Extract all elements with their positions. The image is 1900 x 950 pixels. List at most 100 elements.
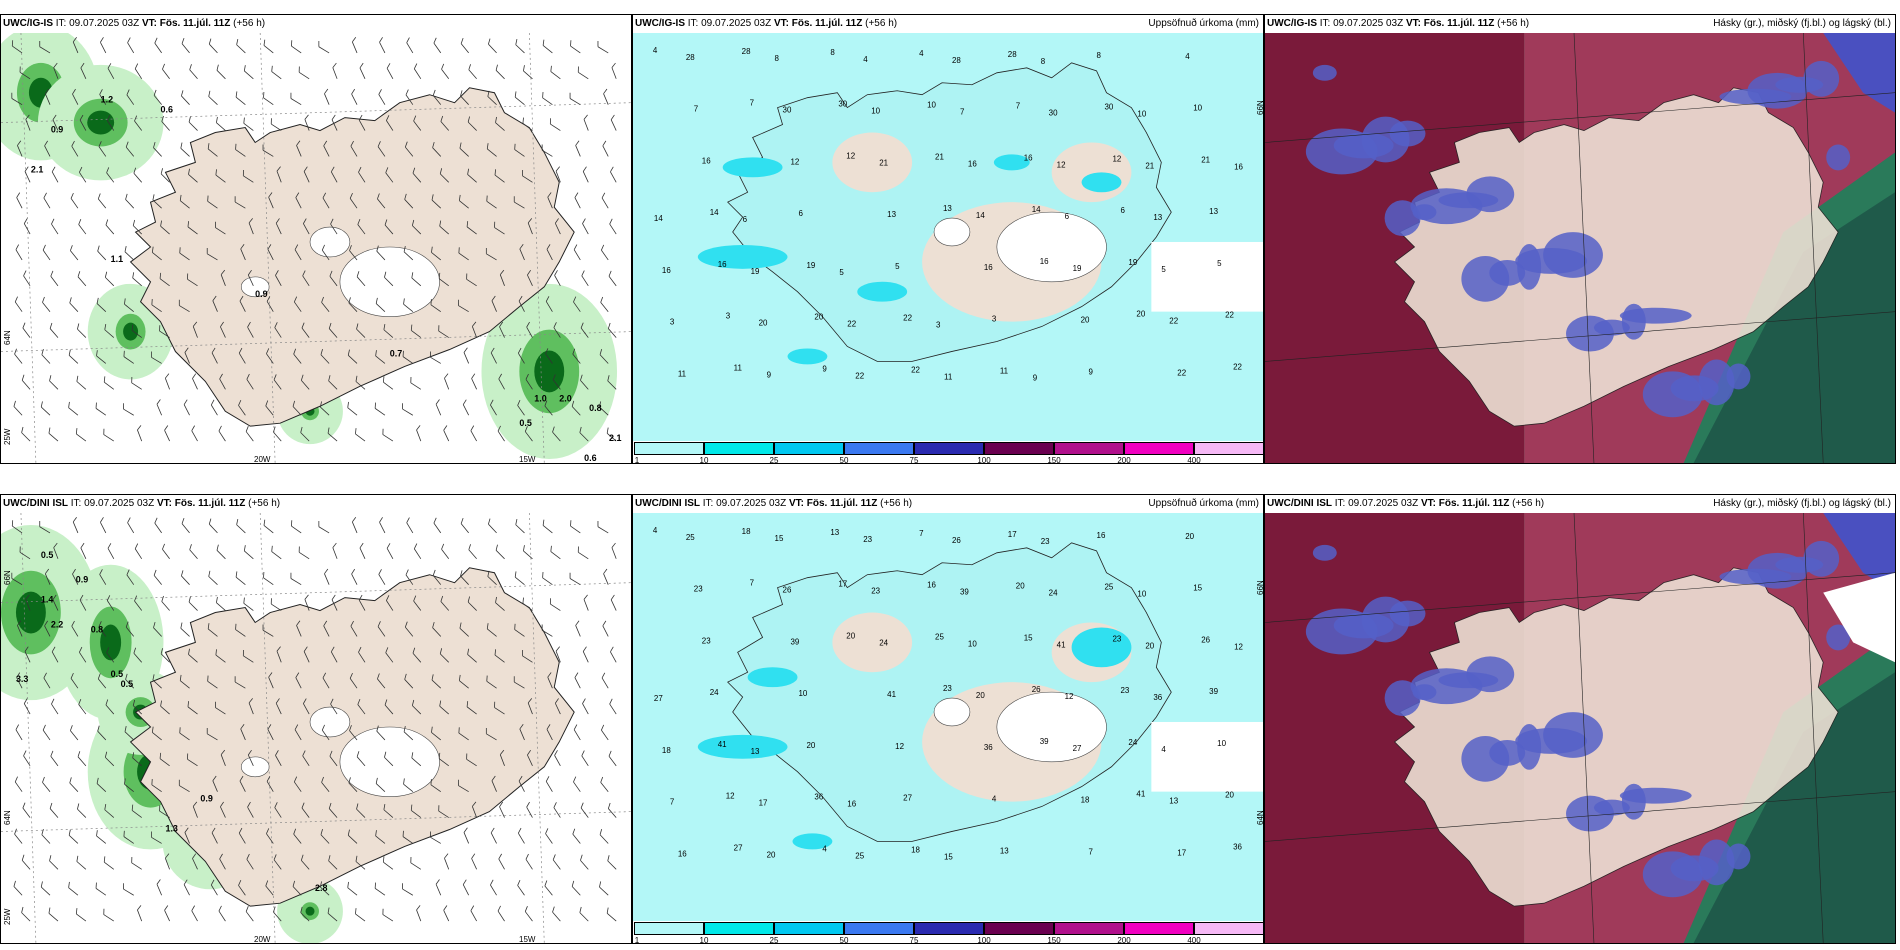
svg-text:4: 4 — [1161, 745, 1166, 754]
svg-text:27: 27 — [734, 843, 743, 852]
svg-text:41: 41 — [718, 740, 727, 749]
svg-text:10: 10 — [1193, 104, 1202, 113]
svg-text:25: 25 — [1105, 583, 1114, 592]
svg-text:26: 26 — [952, 536, 961, 545]
colorbar-swatch — [1194, 442, 1263, 455]
svg-text:25: 25 — [855, 851, 864, 860]
svg-text:7: 7 — [694, 105, 699, 114]
svg-text:15: 15 — [944, 852, 953, 861]
colorbar-swatch — [1054, 442, 1124, 455]
svg-text:10: 10 — [1137, 110, 1146, 119]
svg-text:7: 7 — [919, 529, 924, 538]
svg-text:23: 23 — [1041, 537, 1050, 546]
svg-text:13: 13 — [1000, 846, 1009, 855]
svg-text:14: 14 — [1032, 205, 1041, 214]
svg-text:1.0: 1.0 — [534, 393, 546, 403]
colorbar-tick: 400 — [1187, 456, 1201, 464]
lon-label: 25W — [3, 428, 12, 445]
svg-text:14: 14 — [976, 211, 985, 220]
svg-text:18: 18 — [1081, 796, 1090, 805]
lon-label: 20W — [254, 455, 271, 464]
colorbar-swatch — [704, 442, 774, 455]
svg-text:4: 4 — [653, 526, 658, 535]
svg-text:19: 19 — [1073, 264, 1082, 273]
svg-text:14: 14 — [710, 208, 719, 217]
svg-text:12: 12 — [791, 157, 800, 166]
svg-text:3: 3 — [726, 312, 731, 321]
svg-text:28: 28 — [686, 53, 695, 62]
colorbar-swatch — [634, 442, 704, 455]
svg-text:12: 12 — [1065, 692, 1074, 701]
svg-text:6: 6 — [798, 209, 803, 218]
svg-text:7: 7 — [1016, 102, 1021, 111]
svg-text:23: 23 — [702, 636, 711, 645]
panel-cloud-bottom: UWC/DINI ISL IT: 09.07.2025 03Z VT: Fös.… — [1264, 494, 1896, 944]
svg-text:1.2: 1.2 — [101, 95, 113, 105]
svg-text:28: 28 — [952, 56, 961, 65]
svg-text:39: 39 — [791, 637, 800, 646]
svg-text:25: 25 — [935, 632, 944, 641]
svg-text:4: 4 — [863, 55, 868, 64]
svg-text:19: 19 — [751, 267, 760, 276]
svg-text:8: 8 — [830, 48, 835, 57]
svg-text:16: 16 — [847, 800, 856, 809]
svg-text:41: 41 — [1136, 790, 1145, 799]
svg-text:12: 12 — [1234, 642, 1243, 651]
svg-text:28: 28 — [1008, 50, 1017, 59]
lat-label: 66N — [3, 570, 12, 585]
panel-cloud-top: UWC/IG-IS IT: 09.07.2025 03Z VT: Fös. 11… — [1264, 14, 1896, 464]
svg-text:15: 15 — [1193, 584, 1202, 593]
panel-title: UWC/DINI ISL IT: 09.07.2025 03Z VT: Fös.… — [635, 498, 1259, 509]
svg-text:17: 17 — [838, 580, 847, 589]
svg-text:11: 11 — [944, 372, 953, 381]
svg-text:39: 39 — [960, 588, 969, 597]
svg-text:17: 17 — [759, 799, 768, 808]
svg-text:9: 9 — [767, 370, 772, 379]
svg-text:10: 10 — [1217, 739, 1226, 748]
svg-text:0.5: 0.5 — [111, 669, 123, 679]
colorbar-swatch — [1194, 922, 1263, 935]
svg-text:22: 22 — [1169, 317, 1178, 326]
svg-text:6: 6 — [1065, 212, 1070, 221]
svg-text:11: 11 — [678, 369, 687, 378]
precip-map: 4 7 20 23 39 41 36 18 17 25 26 24 20 27 13 16 15 23 10 12 4 7… — [633, 513, 1263, 921]
panel-precip-bottom: UWC/DINI ISL IT: 09.07.2025 03Z VT: Fös.… — [632, 494, 1264, 944]
svg-text:7: 7 — [750, 579, 755, 588]
colorbar-tick: 25 — [769, 456, 779, 464]
svg-text:8: 8 — [1041, 57, 1046, 66]
precip-colorbar: 1 10 25 50 75 100 150 200 400 — [633, 921, 1263, 943]
lon-label: 15W — [519, 455, 536, 464]
svg-text:21: 21 — [1201, 155, 1210, 164]
svg-text:0.9: 0.9 — [51, 125, 63, 135]
colorbar-tick: 25 — [769, 936, 779, 944]
colorbar-swatch — [1054, 922, 1124, 935]
lat-label: 64N — [3, 330, 12, 345]
colorbar-swatch — [984, 922, 1054, 935]
panel-title: UWC/DINI ISL IT: 09.07.2025 03Z VT: Fös.… — [1267, 498, 1891, 509]
svg-text:16: 16 — [1234, 162, 1243, 171]
colorbar-swatch — [914, 922, 984, 935]
svg-text:12: 12 — [846, 151, 855, 160]
colorbar-swatch — [774, 922, 844, 935]
svg-text:7: 7 — [750, 99, 755, 108]
lon-label: 25W — [3, 908, 12, 925]
svg-text:21: 21 — [935, 152, 944, 161]
svg-text:16: 16 — [1024, 153, 1033, 162]
svg-text:13: 13 — [830, 528, 839, 537]
colorbar-swatch — [1124, 442, 1194, 455]
svg-text:22: 22 — [911, 365, 920, 374]
svg-text:41: 41 — [887, 690, 896, 699]
svg-text:20: 20 — [1136, 310, 1145, 319]
colorbar-swatch — [1124, 922, 1194, 935]
svg-text:15: 15 — [775, 534, 784, 543]
svg-text:36: 36 — [1153, 693, 1162, 702]
svg-text:4: 4 — [653, 46, 658, 55]
svg-text:3: 3 — [992, 315, 997, 324]
colorbar-tick: 100 — [977, 456, 991, 464]
svg-text:8: 8 — [775, 54, 780, 63]
svg-text:20: 20 — [1016, 582, 1025, 591]
svg-text:26: 26 — [1201, 635, 1210, 644]
panel-title: UWC/IG-IS IT: 09.07.2025 03Z VT: Fös. 11… — [635, 18, 1259, 29]
svg-text:19: 19 — [806, 261, 815, 270]
svg-text:15: 15 — [1024, 633, 1033, 642]
